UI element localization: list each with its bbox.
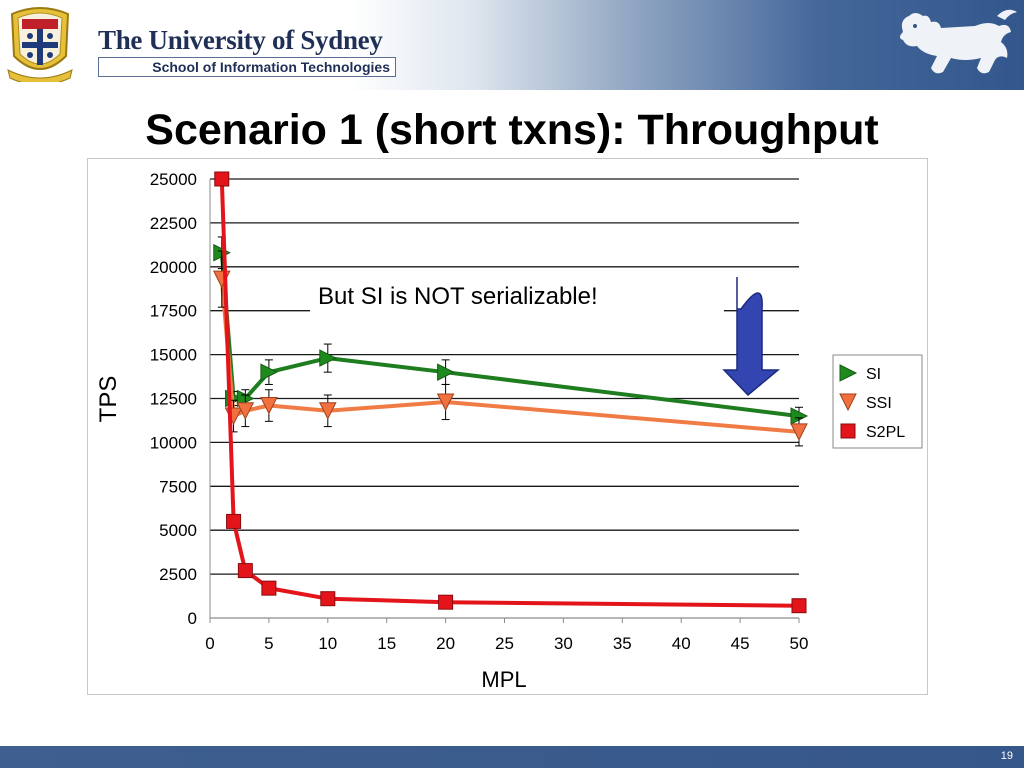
y-tick-label: 2500 — [159, 565, 197, 584]
data-point-s2pl — [214, 171, 230, 187]
legend: SI SSI S2PL — [832, 354, 923, 449]
y-tick-label: 7500 — [159, 477, 197, 496]
x-tick-label: 20 — [436, 634, 455, 653]
header-banner: The University of Sydney School of Infor… — [0, 0, 1024, 90]
university-crest-icon — [7, 7, 73, 82]
lion-emblem-icon — [900, 9, 1017, 74]
x-tick-label: 30 — [554, 634, 573, 653]
series-lines — [212, 171, 809, 614]
data-point-ssi — [236, 402, 255, 420]
y-tick-label: 20000 — [150, 258, 197, 277]
legend-label-s2pl: S2PL — [866, 424, 905, 441]
legend-label-si: SI — [866, 366, 881, 383]
y-tick-label: 12500 — [150, 390, 197, 409]
legend-marker-s2pl — [840, 423, 856, 439]
data-point-s2pl — [438, 594, 454, 610]
chart-frame: 0 2500 5000 7500 10000 12500 15000 17500 20000 22… — [87, 158, 928, 695]
data-point-ssi — [260, 397, 278, 415]
y-tick-label: 22500 — [150, 214, 197, 233]
data-point-s2pl — [320, 591, 336, 607]
x-tick-label: 15 — [377, 634, 396, 653]
y-tick-label: 10000 — [150, 433, 197, 452]
page-number: 19 — [1000, 750, 1013, 762]
legend-label-ssi: SSI — [866, 395, 892, 412]
y-tick-label: 5000 — [159, 521, 197, 540]
x-axis-ticks: 0 5 10 15 20 25 30 35 40 45 50 — [205, 618, 808, 653]
x-tick-label: 45 — [731, 634, 750, 653]
data-point-si — [260, 363, 279, 381]
x-tick-label: 50 — [790, 634, 809, 653]
x-tick-label: 5 — [264, 634, 273, 653]
annotation-text: But SI is NOT serializable! — [318, 283, 598, 310]
data-point-ssi — [790, 423, 808, 441]
y-axis-ticks: 0 2500 5000 7500 10000 12500 15000 17500 20000 22… — [150, 170, 197, 628]
series-si — [213, 236, 809, 426]
school-name[interactable]: School of Information Technologies — [98, 57, 396, 77]
x-tick-label: 35 — [613, 634, 632, 653]
x-tick-label: 25 — [495, 634, 514, 653]
data-point-ssi — [318, 402, 337, 420]
x-tick-label: 40 — [672, 634, 691, 653]
y-tick-label: 25000 — [150, 170, 197, 189]
y-axis-label: TPS — [95, 376, 122, 423]
legend-marker-ssi — [839, 393, 857, 412]
y-tick-label: 17500 — [150, 302, 197, 321]
slide-title[interactable]: Scenario 1 (short txns): Throughput — [145, 106, 879, 154]
series-s2pl — [214, 171, 807, 614]
data-point-ssi — [436, 393, 455, 412]
x-tick-label: 10 — [318, 634, 337, 653]
university-name[interactable]: The University of Sydney — [98, 25, 383, 55]
data-point-si — [437, 363, 455, 381]
data-point-si — [319, 349, 337, 367]
data-point-s2pl — [226, 513, 242, 529]
data-point-s2pl — [791, 598, 807, 614]
down-arrow-icon — [722, 277, 781, 397]
throughput-chart: 0 2500 5000 7500 10000 12500 15000 17500 20000 22… — [95, 170, 923, 692]
x-tick-label: 0 — [205, 634, 214, 653]
series-line-s2pl — [219, 178, 800, 608]
grid-lines — [209, 178, 799, 619]
x-axis-label: MPL — [481, 667, 526, 692]
series-ssi — [212, 250, 808, 447]
y-tick-label: 0 — [188, 609, 197, 628]
data-point-s2pl — [237, 563, 253, 579]
footer-bar: 19 — [0, 746, 1024, 768]
data-point-s2pl — [261, 580, 277, 596]
legend-marker-si — [839, 364, 858, 382]
y-tick-label: 15000 — [150, 346, 197, 365]
annotation-backdrop — [310, 270, 724, 318]
